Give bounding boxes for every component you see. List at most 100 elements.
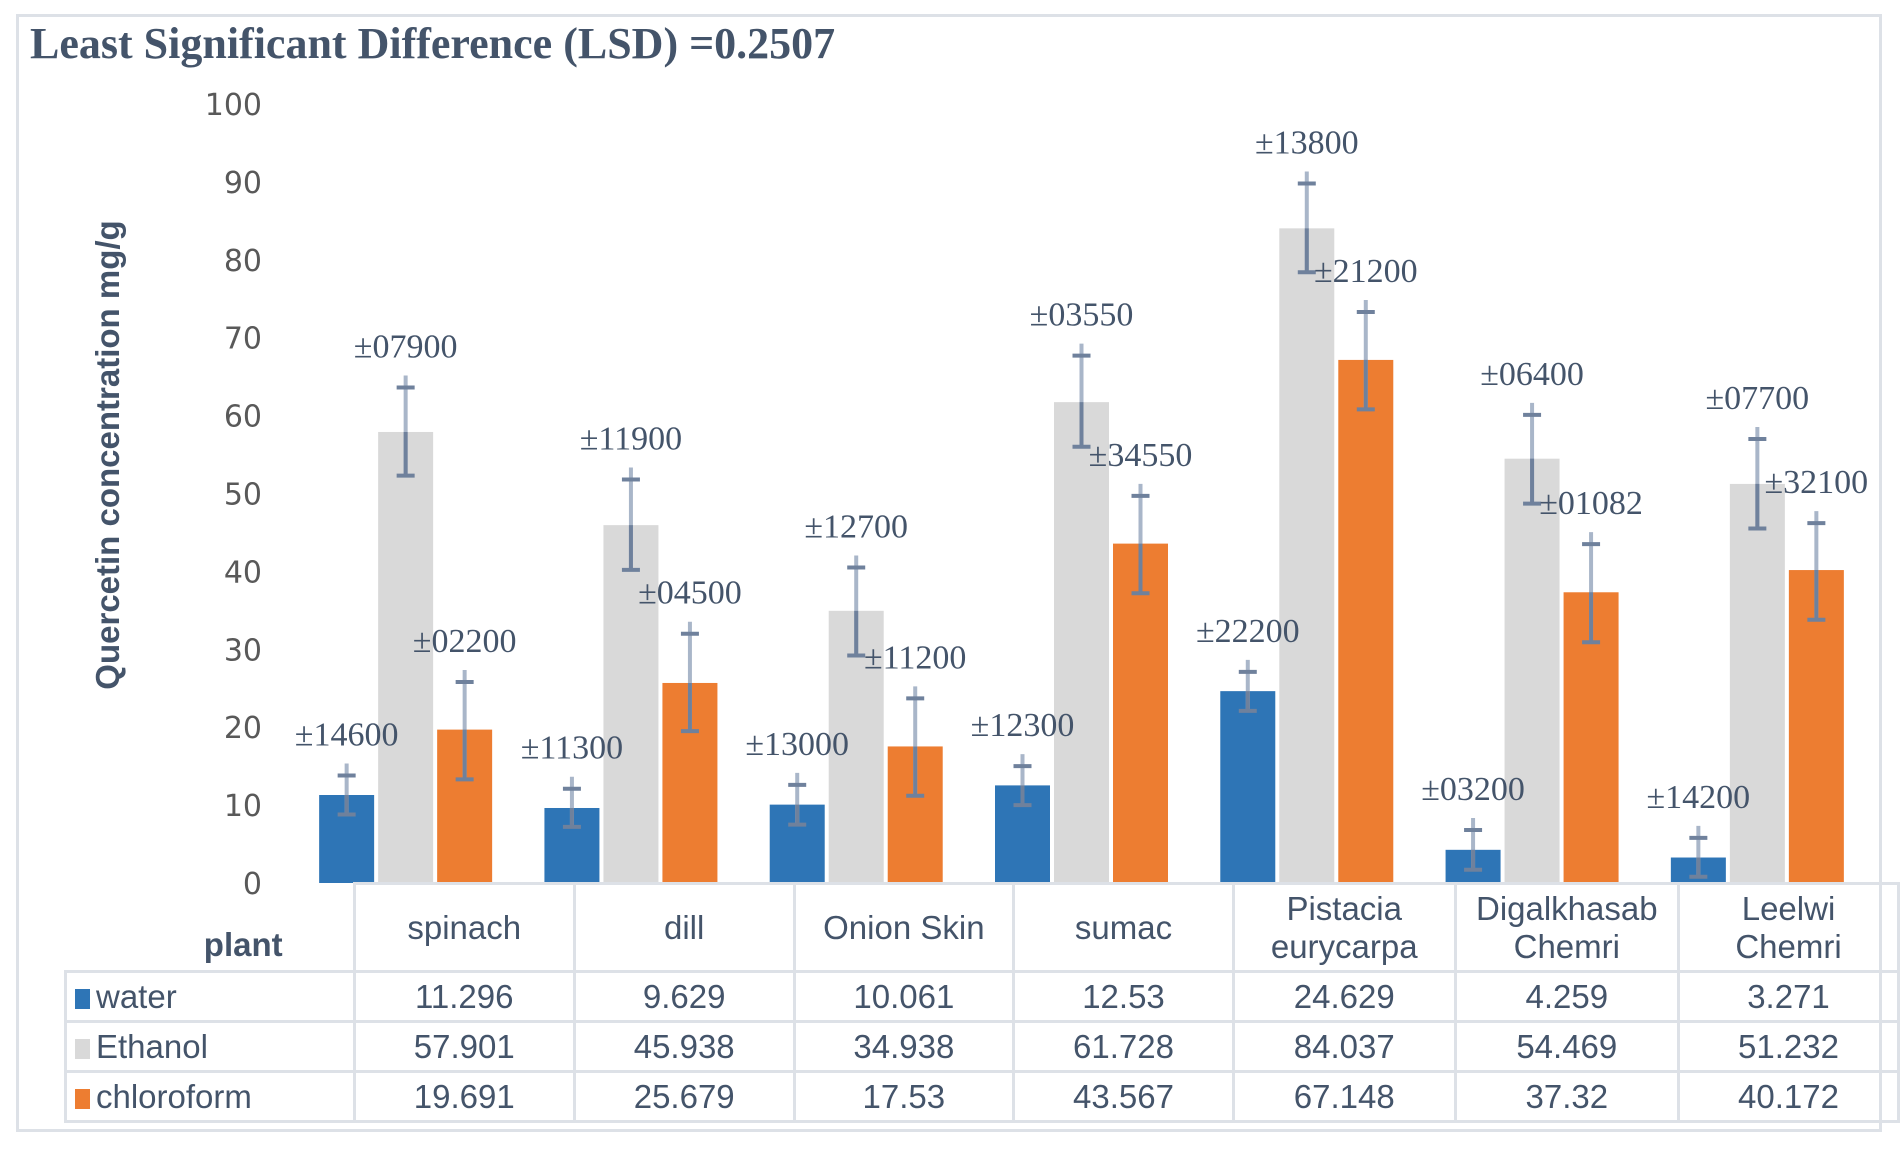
bar-chloroform-3 [1113, 543, 1168, 883]
category-label-line: Onion Skin [823, 908, 985, 946]
error-label: ±21200 [1314, 253, 1418, 290]
error-label: ±03550 [1030, 297, 1134, 334]
table-cell: 84.037 [1231, 1020, 1457, 1073]
error-label: ±22200 [1196, 613, 1300, 650]
category-label: Onion Skin [792, 882, 1016, 973]
table-cell: 34.938 [792, 1020, 1016, 1073]
y-tick-label: 20 [224, 711, 262, 746]
y-tick-label: 60 [224, 400, 262, 435]
error-label: ±06400 [1480, 356, 1584, 393]
bar-ethanol-5 [1504, 458, 1560, 883]
category-label-line: sumac [1074, 908, 1173, 946]
legend-swatch [75, 988, 90, 1009]
bar-chloroform-4 [1338, 359, 1394, 883]
category-label: Pistacia eurycarpa [1231, 882, 1457, 973]
error-label: ±11900 [580, 420, 682, 457]
table-cell: 17.53 [792, 1070, 1016, 1123]
table-cell: 43.567 [1012, 1070, 1235, 1123]
table-header-row: plant spinach dill Onion Skin sumac Pistacia e… [65, 882, 1900, 973]
error-label: ±07900 [354, 329, 458, 366]
table-cell: 9.629 [572, 970, 796, 1023]
category-label-line: Digalkhasab [1475, 889, 1658, 927]
bar-ethanol-3 [1054, 402, 1109, 883]
error-label: ±02200 [413, 623, 517, 660]
error-labels: ±14600 ±11300 ±13000 ±12300 ±22200 ±03200 ±142… [295, 124, 1868, 815]
y-tick-label: 40 [224, 555, 262, 590]
y-tick-label: 100 [205, 88, 262, 123]
category-label-line: spinach [407, 908, 522, 946]
bar-water-4 [1220, 691, 1276, 883]
error-label: ±12700 [804, 509, 908, 546]
error-label: ±04500 [638, 575, 742, 612]
category-label: spinach [352, 882, 576, 973]
category-label: dill [572, 882, 796, 973]
bar-ethanol-6 [1729, 483, 1785, 883]
legend-swatch [75, 1038, 90, 1059]
category-label: Leelwi Chemri [1677, 882, 1900, 973]
error-label: ±13000 [745, 726, 849, 763]
y-tick-label: 50 [224, 478, 262, 513]
error-label: ±03200 [1421, 771, 1525, 808]
legend-label: Ethanol [96, 1027, 208, 1065]
category-label: Digalkhasab Chemri [1453, 882, 1681, 973]
legend-entry: chloroform [64, 1070, 356, 1123]
table-cell: 3.271 [1677, 970, 1900, 1023]
bar-ethanol-1 [603, 525, 659, 883]
table-cell: 61.728 [1012, 1020, 1235, 1073]
table-cell: 25.679 [572, 1070, 796, 1123]
bar-chloroform-6 [1788, 570, 1844, 883]
category-label-line: Chemri [1735, 927, 1842, 965]
table-cell: 37.32 [1453, 1070, 1681, 1123]
table-row: Ethanol 57.901 45.938 34.938 61.728 84.037 54.… [64, 1020, 1900, 1073]
x-axis-label: plant [65, 883, 356, 973]
error-label: ±07700 [1706, 380, 1810, 417]
table-cell: 45.938 [572, 1020, 796, 1073]
y-tick-label: 70 [224, 322, 262, 357]
table-cell: 10.061 [792, 970, 1016, 1023]
category-label: sumac [1012, 882, 1235, 973]
legend-label: water [96, 977, 177, 1015]
error-label: ±11200 [864, 639, 966, 676]
table-cell: 40.172 [1677, 1070, 1900, 1123]
error-label: ±14600 [295, 716, 399, 753]
y-tick-label: 10 [224, 789, 262, 824]
table-cell: 12.53 [1012, 970, 1235, 1023]
error-label: ±34550 [1089, 437, 1193, 474]
legend-label: chloroform [96, 1077, 252, 1115]
category-label-line: dill [664, 908, 705, 946]
bars [319, 228, 1844, 883]
table-row: chloroform 19.691 25.679 17.53 43.567 67.148 3… [64, 1070, 1900, 1123]
category-label-line: Leelwi [1741, 889, 1836, 927]
error-bars [337, 171, 1826, 879]
data-table: plant spinach dill Onion Skin sumac Pistacia e… [64, 882, 1900, 1123]
chart-title: Least Significant Difference (LSD) =0.25… [30, 19, 836, 68]
table-row: water 11.296 9.629 10.061 12.53 24.629 4.259 3.… [64, 970, 1900, 1023]
y-tick-label: 80 [224, 244, 262, 279]
category-label-line: eurycarpa [1270, 927, 1418, 965]
table-cell: 57.901 [352, 1020, 576, 1073]
legend-entry: water [64, 970, 356, 1023]
bar-ethanol-4 [1279, 228, 1335, 883]
error-label: ±01082 [1539, 485, 1643, 522]
table-cell: 11.296 [352, 970, 576, 1023]
error-label: ±12300 [971, 707, 1075, 744]
y-tick-label: 30 [224, 633, 262, 668]
category-label-line: Chemri [1513, 927, 1620, 965]
error-label: ±14200 [1647, 779, 1751, 816]
table-cell: 54.469 [1453, 1020, 1681, 1073]
bar-ethanol-0 [378, 431, 434, 883]
category-label-line: Pistacia [1286, 889, 1402, 927]
y-tick-label: 90 [224, 166, 262, 201]
error-label: ±11300 [521, 730, 623, 767]
table-cell: 67.148 [1231, 1070, 1457, 1123]
table-cell: 24.629 [1231, 970, 1457, 1023]
legend-swatch [75, 1088, 90, 1109]
error-label: ±32100 [1765, 464, 1869, 501]
table-cell: 4.259 [1453, 970, 1681, 1023]
table-cell: 51.232 [1677, 1020, 1900, 1073]
table-cell: 19.691 [352, 1070, 576, 1123]
error-label: ±13800 [1255, 124, 1359, 161]
legend-entry: Ethanol [64, 1020, 356, 1073]
